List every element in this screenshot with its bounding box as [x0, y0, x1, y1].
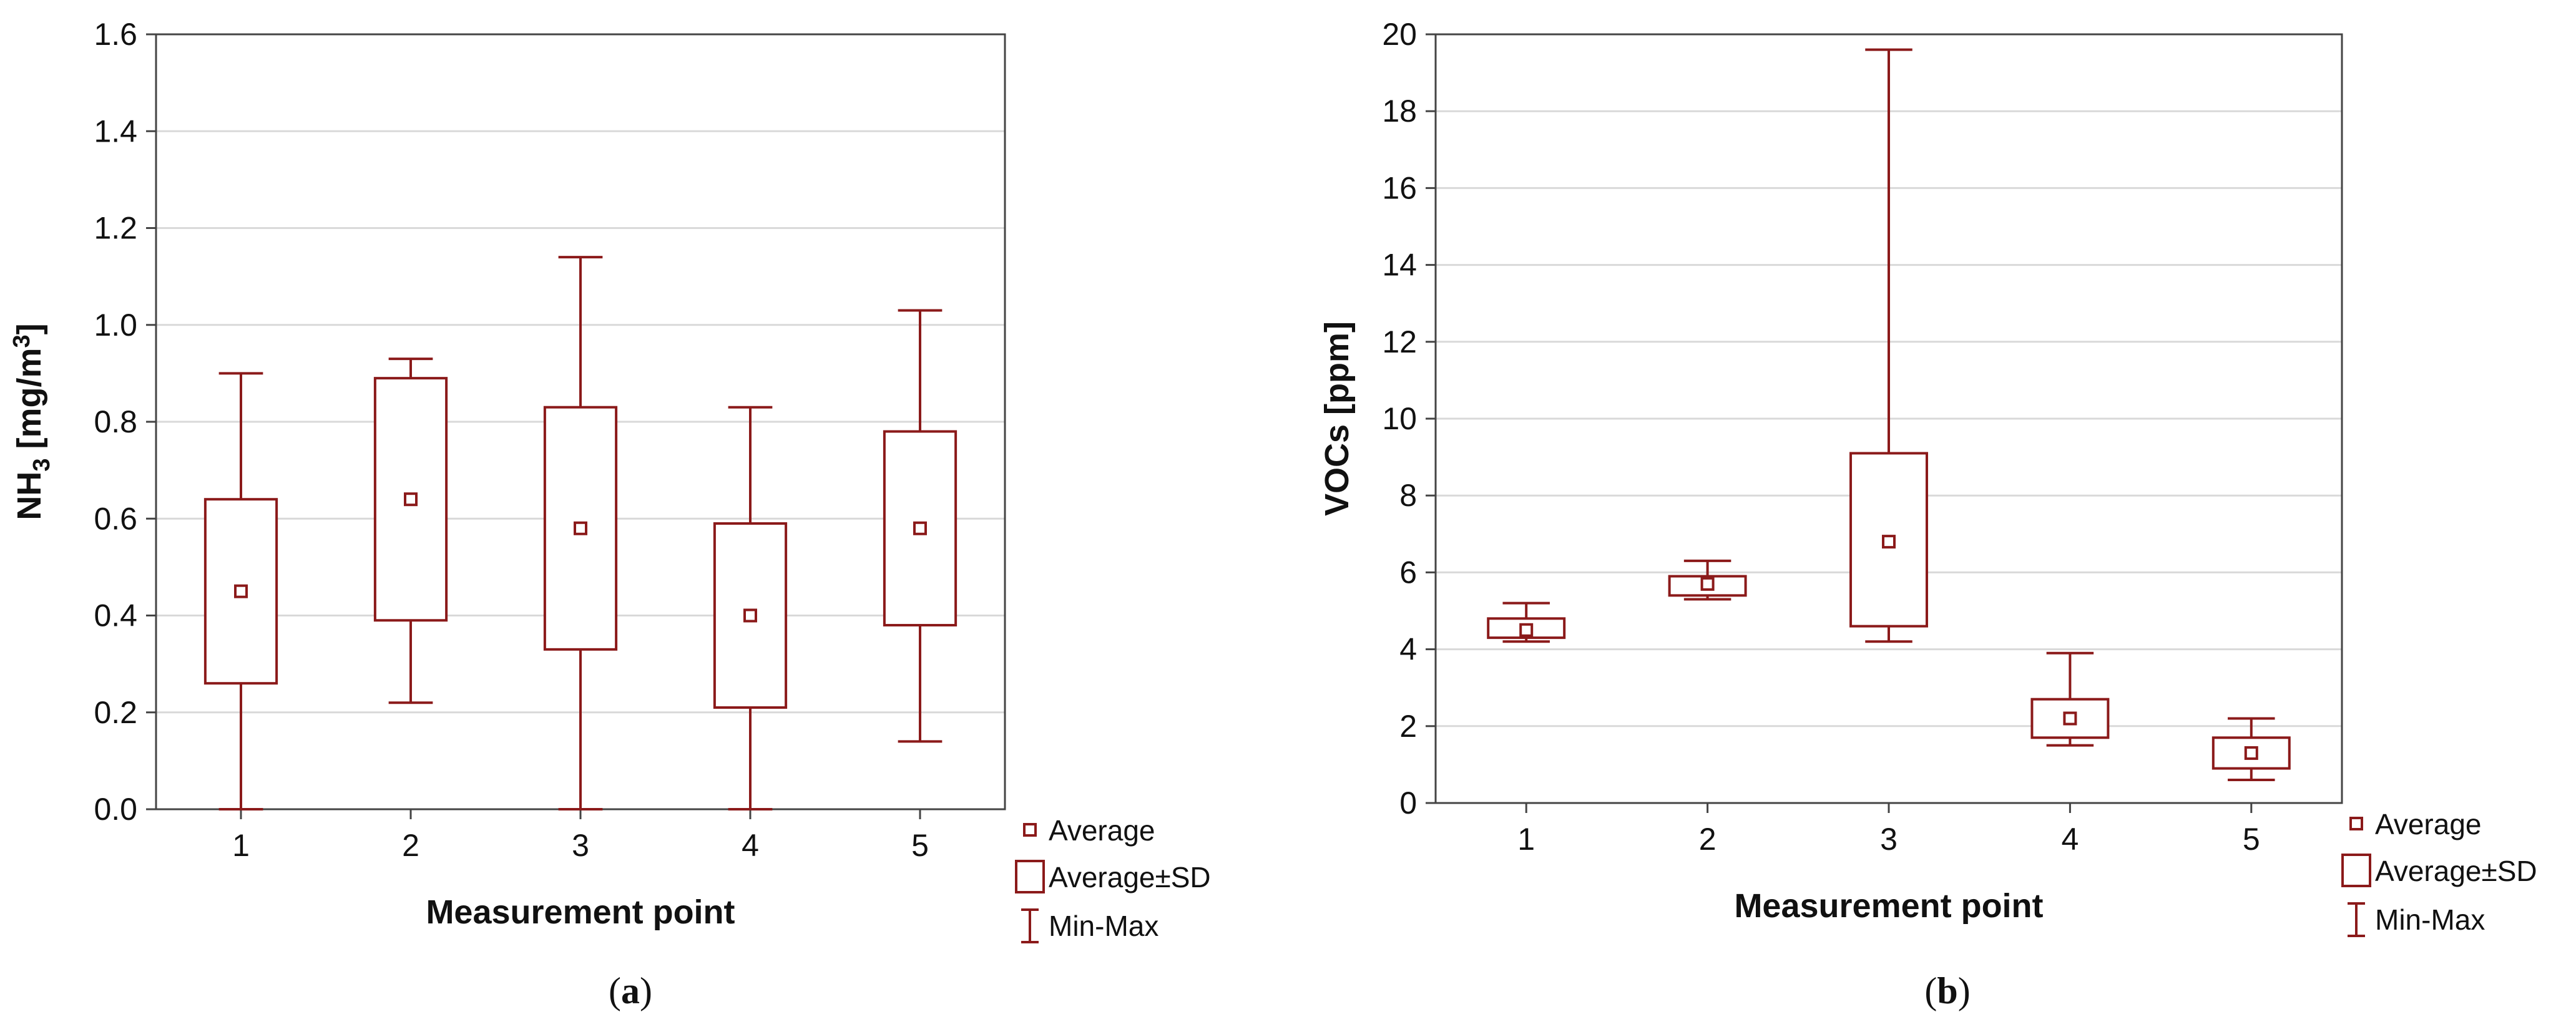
y-tick-label: 1.4 — [94, 114, 137, 148]
y-tick-label: 1.0 — [94, 308, 137, 343]
x-tick-label: 3 — [572, 828, 589, 863]
y-axis-title-part: ] — [11, 323, 48, 334]
average-marker — [574, 521, 587, 535]
x-tick-label: 2 — [1699, 822, 1717, 857]
y-tick-label: 0.0 — [94, 792, 137, 827]
caption-open: ( — [609, 970, 621, 1011]
y-tick-label: 0.4 — [94, 598, 137, 633]
legend-minmax-label: Min-Max — [1049, 910, 1158, 942]
chart-a-nh3: 0.0 0.2 0.4 0.6 0.8 1.0 1.2 1.4 1.6 1 2 3 4 5 Measurem… — [9, 17, 1211, 1011]
average-marker — [1519, 623, 1534, 637]
y-axis-title-part: VOCs [ppm] — [1318, 321, 1356, 516]
y-tick-label: 6 — [1399, 555, 1417, 590]
y-tick-label: 1.6 — [94, 17, 137, 52]
legend-minmax-label: Min-Max — [2375, 903, 2485, 936]
legend: Average Average±SD Min-Max — [1015, 814, 1211, 943]
sd-box — [203, 498, 278, 685]
panel-caption: (b) — [1924, 970, 1970, 1011]
legend-average-label: Average — [2375, 808, 2482, 840]
y-axis-title-part: 3 — [9, 334, 35, 348]
average-marker — [743, 608, 757, 623]
legend-sd-swatch — [1015, 860, 1045, 893]
y-tick-label: 0.2 — [94, 695, 137, 730]
legend: Average Average±SD Min-Max — [2341, 808, 2537, 937]
caption-close: ) — [640, 970, 652, 1011]
legend-average-swatch — [2349, 817, 2363, 830]
average-marker — [404, 492, 418, 507]
average-marker — [234, 584, 248, 598]
x-tick-label: 3 — [1880, 822, 1898, 857]
y-tick-label: 4 — [1399, 632, 1417, 667]
y-tick-label: 0 — [1399, 786, 1417, 820]
y-tick-label: 8 — [1399, 478, 1417, 513]
y-tick-label: 18 — [1382, 94, 1417, 129]
x-tick-label: 4 — [742, 828, 759, 863]
y-axis-title-part: [mg/m — [11, 348, 48, 458]
legend-sd-swatch — [2341, 854, 2371, 887]
average-marker — [1882, 535, 1896, 549]
legend-sd-label: Average±SD — [1049, 861, 1211, 893]
x-tick-label: 1 — [1517, 822, 1535, 857]
caption-letter: a — [621, 970, 640, 1011]
caption-close: ) — [1958, 970, 1971, 1011]
x-axis-title: Measurement point — [1734, 887, 2043, 925]
y-tick-label: 14 — [1382, 248, 1417, 283]
x-tick-label: 2 — [402, 828, 419, 863]
caption-open: ( — [1924, 970, 1937, 1011]
y-tick-label: 1.2 — [94, 211, 137, 246]
y-tick-label: 16 — [1382, 170, 1417, 205]
average-marker — [913, 521, 927, 535]
caption-letter: b — [1937, 970, 1957, 1011]
y-tick-label: 10 — [1382, 401, 1417, 436]
average-marker — [1700, 577, 1715, 591]
y-tick-label: 12 — [1382, 324, 1417, 359]
legend-average-label: Average — [1049, 814, 1155, 847]
x-axis-title: Measurement point — [426, 893, 735, 931]
y-axis-title: VOCs [ppm] — [1318, 321, 1356, 516]
panel-caption: (a) — [609, 970, 652, 1011]
average-marker — [2063, 711, 2077, 726]
x-tick-label: 5 — [2243, 822, 2260, 857]
x-tick-label: 5 — [911, 828, 929, 863]
y-axis-title: NH3 [mg/m3] — [9, 323, 55, 520]
average-marker — [2244, 746, 2258, 760]
y-tick-label: 0.6 — [94, 501, 137, 536]
y-tick-label: 2 — [1399, 709, 1417, 744]
legend-sd-label: Average±SD — [2375, 855, 2537, 887]
x-tick-label: 1 — [232, 828, 250, 863]
y-axis-title-part: 3 — [29, 459, 55, 472]
legend-average-swatch — [1023, 823, 1037, 837]
y-tick-label: 20 — [1382, 17, 1417, 52]
x-tick-label: 4 — [2061, 822, 2079, 857]
y-tick-label: 0.8 — [94, 404, 137, 439]
y-axis-title-part: NH — [11, 472, 48, 520]
